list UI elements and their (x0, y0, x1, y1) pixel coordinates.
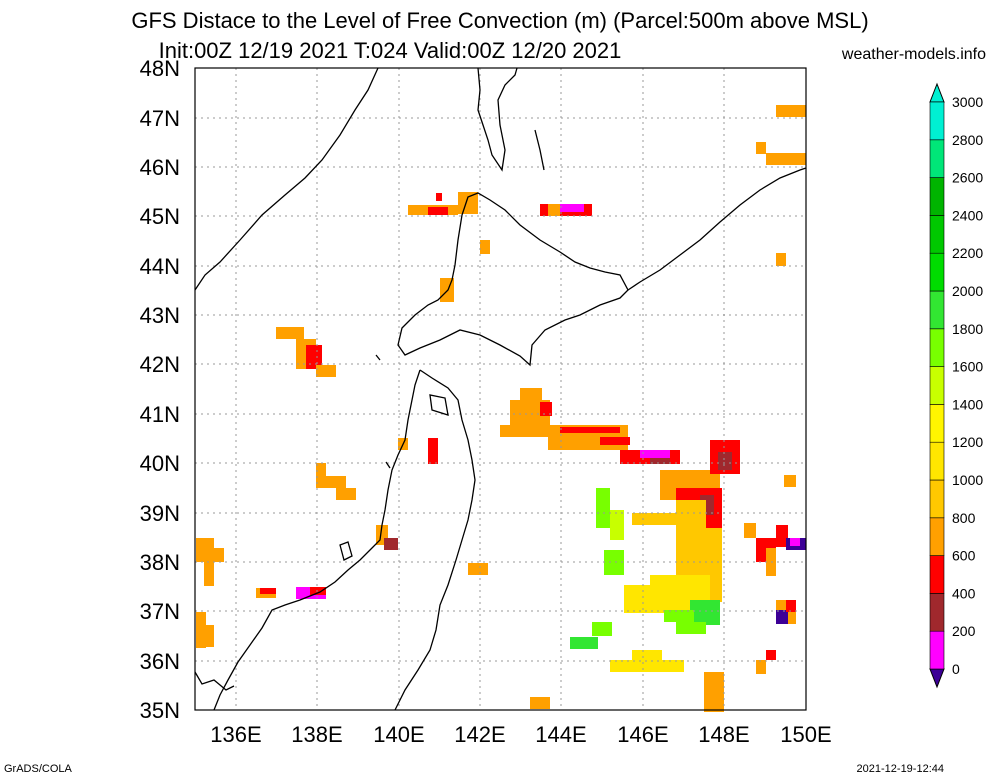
plot-frame (194, 67, 807, 711)
colorbar-segment (929, 215, 945, 254)
colorbar-segment (929, 101, 945, 141)
colorbar-tick-label: 2800 (952, 132, 983, 148)
lat-label: 39N (140, 501, 180, 526)
colorbar-tick-label: 2600 (952, 170, 983, 186)
graticule (195, 68, 806, 710)
colorbar-segment (929, 593, 945, 632)
lfc-fill-layer (196, 105, 806, 712)
colorbar-tick-label: 2400 (952, 207, 983, 223)
colorbar-tick-label: 2000 (952, 283, 983, 299)
lon-label: 144E (535, 722, 586, 747)
credit-text: weather-models.info (841, 46, 986, 63)
colorbar-tick-label: 800 (952, 510, 976, 526)
colorbar-max-arrow (929, 82, 945, 103)
colorbar-segment (929, 404, 945, 443)
colorbar-tick-label: 2200 (952, 245, 983, 261)
colorbar-segment (929, 252, 945, 292)
colorbar-segment (929, 555, 945, 594)
colorbar-segment (929, 177, 945, 216)
footer-left-text: GrADS/COLA (4, 763, 72, 775)
colorbar-tick-label: 3000 (952, 94, 983, 110)
colorbar-tick-label: 1200 (952, 434, 983, 450)
lon-label: 146E (617, 722, 668, 747)
lat-label: 37N (140, 599, 180, 624)
colorbar-tick-label: 1600 (952, 359, 983, 375)
lon-label: 148E (698, 722, 749, 747)
lat-label: 48N (140, 56, 180, 81)
lat-label: 42N (140, 352, 180, 377)
colorbar-tick-label: 1000 (952, 472, 983, 488)
lon-label: 140E (373, 722, 424, 747)
lat-label: 41N (140, 402, 180, 427)
colorbar-segment (929, 479, 945, 519)
colorbar-segment (929, 290, 945, 330)
colorbar-tick-label: 400 (952, 585, 976, 601)
colorbar-min-arrow (929, 668, 945, 689)
latitude-labels: 48N 47N 46N 45N 44N 43N 42N 41N 40N 39N … (140, 56, 180, 723)
lat-label: 36N (140, 649, 180, 674)
colorbar-segment (929, 517, 945, 556)
lon-label: 138E (291, 722, 342, 747)
chart-title: GFS Distace to the Level of Free Convect… (131, 8, 869, 33)
chart-subtitle: Init:00Z 12/19 2021 T:024 Valid:00Z 12/2… (158, 38, 622, 63)
lat-label: 40N (140, 451, 180, 476)
footer-right-text: 2021-12-19-12:44 (856, 763, 944, 775)
colorbar-segment (929, 139, 945, 178)
lon-label: 142E (454, 722, 505, 747)
colorbar-tick-label: 600 (952, 548, 976, 564)
coastline (194, 67, 807, 711)
lat-label: 44N (140, 254, 180, 279)
lat-label: 46N (140, 155, 180, 180)
colorbar-segment (929, 441, 945, 481)
lat-label: 47N (140, 106, 180, 131)
colorbar-tick-label: 1400 (952, 396, 983, 412)
lat-label: 35N (140, 698, 180, 723)
colorbar: 0 200 400 600 800 1000 1200 1400 1600 1800 2000 220… (929, 82, 983, 689)
colorbar-tick-label: 1800 (952, 321, 983, 337)
longitude-labels: 136E 138E 140E 142E 144E 146E 148E 150E (210, 722, 831, 747)
colorbar-segment (929, 366, 945, 405)
colorbar-segment (929, 328, 945, 367)
colorbar-tick-label: 200 (952, 623, 976, 639)
colorbar-segment (929, 630, 945, 670)
lat-label: 38N (140, 550, 180, 575)
lon-label: 136E (210, 722, 261, 747)
lon-label: 150E (780, 722, 831, 747)
lat-label: 43N (140, 303, 180, 328)
lat-label: 45N (140, 204, 180, 229)
colorbar-tick-label: 0 (952, 661, 960, 677)
